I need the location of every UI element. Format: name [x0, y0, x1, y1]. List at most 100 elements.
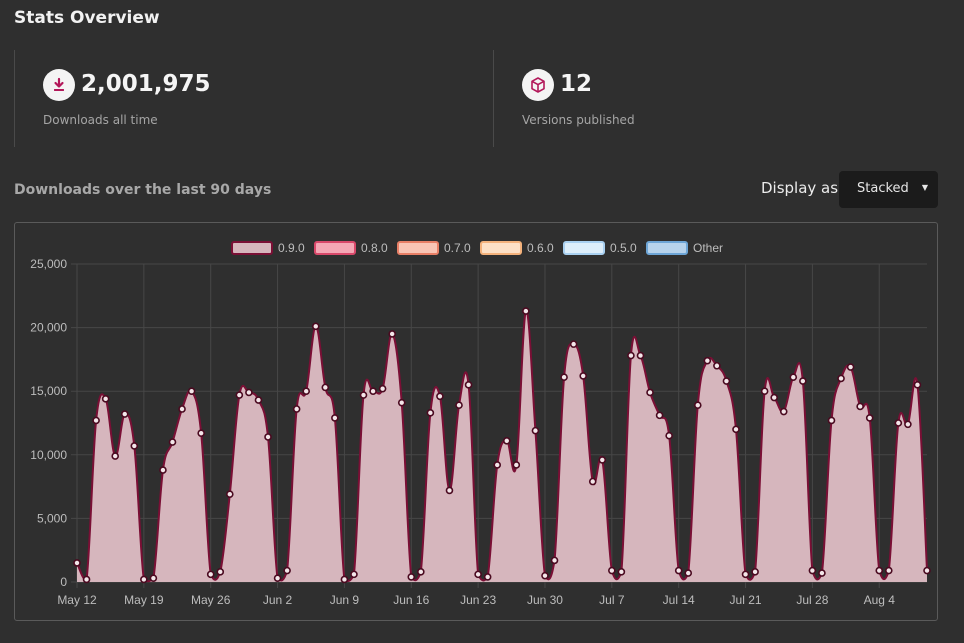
- data-point: [340, 575, 349, 584]
- data-point: [82, 575, 91, 584]
- x-tick-label: Jun 9: [330, 593, 360, 607]
- package-icon: [522, 69, 554, 101]
- y-tick-label: 20,000: [30, 321, 67, 335]
- x-tick-label: Jun 16: [393, 593, 429, 607]
- y-tick-label: 10,000: [30, 448, 67, 462]
- legend-swatch: [480, 241, 522, 255]
- data-point: [493, 461, 502, 469]
- data-point: [722, 377, 731, 385]
- data-point: [884, 566, 893, 575]
- data-point: [149, 574, 158, 582]
- y-tick-label: 15,000: [30, 384, 67, 398]
- data-point: [818, 569, 826, 577]
- data-point: [512, 461, 521, 469]
- data-point: [713, 361, 721, 370]
- legend-label: 0.5.0: [610, 241, 637, 255]
- data-point: [455, 401, 463, 409]
- data-point: [560, 373, 568, 382]
- data-point: [703, 356, 712, 365]
- data-point: [302, 387, 311, 395]
- x-tick-label: Aug 4: [864, 593, 896, 607]
- downloads-value: 2,001,975: [81, 71, 211, 97]
- legend-swatch: [231, 241, 273, 255]
- data-point: [426, 409, 435, 417]
- data-point: [254, 396, 263, 404]
- x-tick-label: Jul 21: [730, 593, 762, 607]
- page-title: Stats Overview: [14, 8, 160, 28]
- display-mode-select[interactable]: Stacked ▼: [839, 171, 938, 208]
- data-point: [799, 377, 807, 385]
- data-point: [245, 388, 253, 397]
- data-point: [846, 363, 855, 371]
- data-point: [522, 307, 530, 315]
- stat-versions: 12 Versions published: [493, 50, 953, 147]
- y-tick-label: 5,000: [37, 511, 67, 525]
- download-icon: [43, 69, 75, 101]
- data-point: [197, 429, 205, 437]
- data-point: [407, 573, 416, 581]
- data-point: [397, 398, 406, 407]
- legend-label: 0.8.0: [361, 241, 388, 255]
- data-point: [779, 407, 788, 416]
- downloads-label: Downloads all time: [43, 113, 158, 127]
- data-point: [617, 568, 626, 576]
- downloads-chart: 0 5,000 10,000 15,000 20,000 25,000 May 12 May …: [14, 222, 938, 621]
- data-point: [178, 405, 186, 413]
- data-point: [837, 374, 845, 383]
- data-point: [502, 437, 511, 445]
- data-point: [608, 566, 616, 575]
- data-point: [751, 568, 759, 576]
- data-point: [264, 433, 272, 441]
- legend-swatch: [563, 241, 605, 255]
- data-point: [140, 575, 148, 584]
- data-point: [235, 391, 244, 399]
- data-point: [350, 570, 358, 579]
- data-point: [684, 569, 693, 577]
- data-point: [760, 387, 769, 395]
- chevron-down-icon: ▼: [921, 183, 928, 192]
- data-point: [588, 477, 597, 486]
- legend-swatch: [646, 241, 688, 255]
- x-tick-label: Jul 28: [796, 593, 828, 607]
- data-point: [331, 414, 339, 422]
- data-point: [92, 416, 100, 425]
- legend-label: 0.9.0: [278, 241, 305, 255]
- data-point: [206, 570, 215, 579]
- legend-swatch: [314, 241, 356, 255]
- x-tick-label: May 12: [57, 593, 97, 607]
- data-point: [913, 381, 922, 389]
- y-tick-label: 25,000: [30, 257, 67, 271]
- versions-value: 12: [560, 71, 593, 97]
- data-point: [321, 383, 330, 392]
- legend-label: 0.7.0: [444, 241, 471, 255]
- data-point: [579, 372, 587, 380]
- data-point: [741, 570, 750, 579]
- display-mode-value: Stacked: [857, 181, 909, 196]
- data-point: [808, 566, 817, 575]
- data-point: [655, 411, 664, 420]
- data-point: [216, 568, 225, 576]
- x-tick-label: May 26: [191, 593, 231, 607]
- display-as-label: Display as: [761, 179, 839, 197]
- y-tick-label: 0: [60, 575, 67, 589]
- data-point: [311, 322, 320, 331]
- legend-label: Other: [693, 241, 723, 255]
- data-point: [369, 387, 377, 395]
- data-point: [168, 438, 177, 446]
- data-point: [283, 566, 291, 575]
- legend-label: 0.6.0: [527, 241, 554, 255]
- data-point: [789, 373, 798, 382]
- data-point: [646, 388, 654, 397]
- chart-section-title: Downloads over the last 90 days: [14, 182, 272, 198]
- data-point: [388, 330, 396, 338]
- data-point: [187, 387, 196, 395]
- data-point: [923, 566, 931, 575]
- data-point: [894, 419, 903, 427]
- data-point: [292, 405, 301, 413]
- data-point: [827, 416, 836, 425]
- x-tick-label: May 19: [124, 593, 164, 607]
- data-point: [693, 401, 702, 409]
- data-point: [445, 486, 454, 495]
- data-point: [378, 384, 387, 393]
- data-point: [483, 573, 492, 581]
